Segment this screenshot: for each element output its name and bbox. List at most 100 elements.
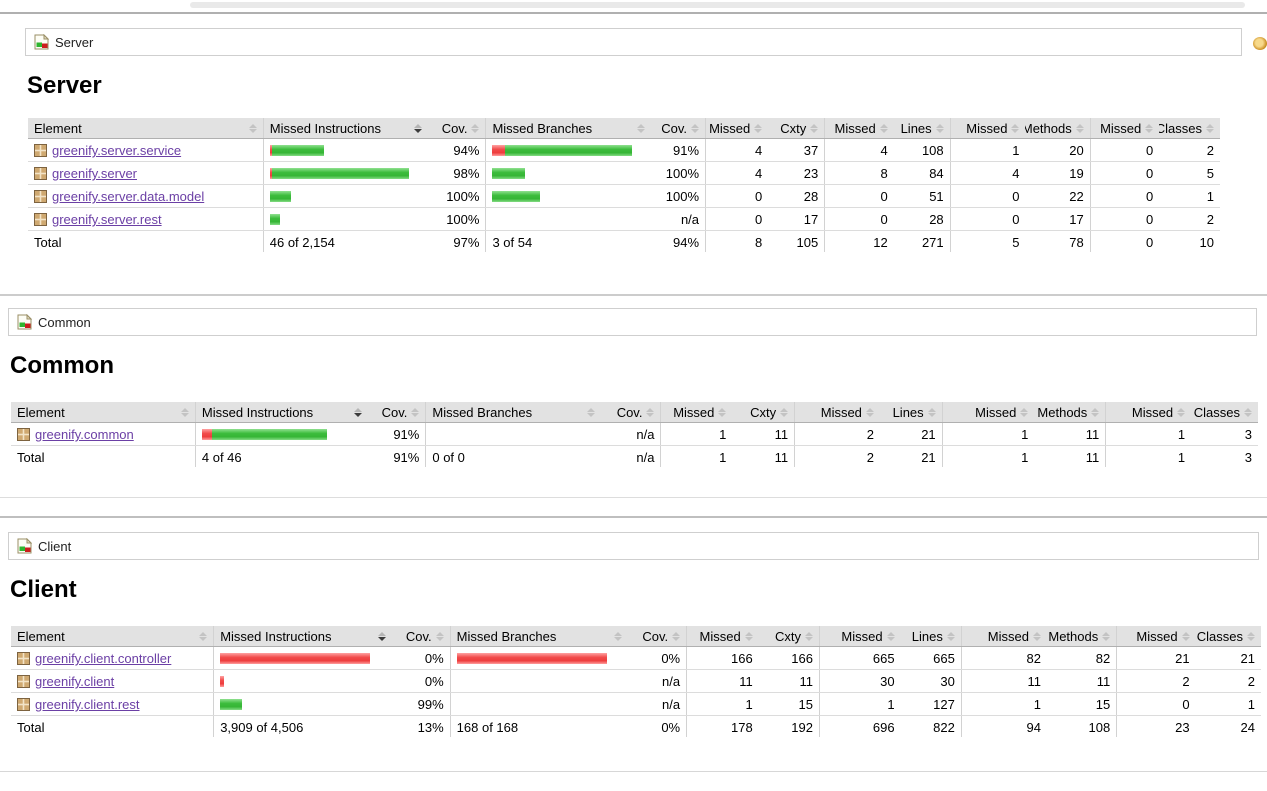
element-cell: greenify.client.rest (11, 692, 214, 716)
package-link[interactable]: greenify.client.controller (35, 651, 172, 666)
package-link[interactable]: greenify.client (35, 674, 115, 689)
column-header-missed[interactable]: Missed (1089, 118, 1160, 139)
sort-arrows-icon (1091, 407, 1100, 418)
column-header-label: Classes (1159, 121, 1202, 136)
column-header-missed[interactable]: Missed (794, 402, 880, 423)
package-icon (17, 675, 30, 688)
table-row: greenify.client 0% n/a 11 11 30 30 11 11 2 2 (11, 669, 1261, 693)
table-row: greenify.server.data.model 100% 100% 0 28 0 51… (28, 184, 1220, 208)
sort-arrows-icon (1177, 407, 1186, 418)
column-header-missed[interactable]: Missed (1116, 626, 1196, 647)
sort-arrows-icon (1011, 123, 1020, 134)
column-header-label: Lines (900, 121, 932, 136)
sort-arrows-icon (754, 123, 763, 134)
column-header-methods[interactable]: Methods (1034, 402, 1106, 423)
counter-cell: 30 (900, 669, 962, 693)
scrollbar-thumb[interactable] (190, 2, 1245, 8)
missed-instructions-cell (262, 207, 429, 231)
column-header-classes[interactable]: Classes (1195, 626, 1261, 647)
counter-cell: 82 (960, 646, 1047, 670)
branches-coverage-cell: 100% (651, 161, 706, 185)
counter-cell: 0 (705, 207, 769, 231)
counter-cell: 15 (1046, 692, 1117, 716)
column-header-classes[interactable]: Classes (1191, 402, 1258, 423)
column-header-cov-[interactable]: Cov. (651, 118, 706, 139)
column-header-lines[interactable]: Lines (879, 402, 943, 423)
column-header-classes[interactable]: Classes (1159, 118, 1220, 139)
counter-cell: 0 (1089, 207, 1160, 231)
bar-green-segment (271, 145, 324, 156)
column-header-cxty[interactable]: Cxty (732, 402, 795, 423)
sort-arrows-icon (377, 631, 386, 642)
counter-cell: 4 (949, 161, 1026, 185)
column-header-missed[interactable]: Missed (818, 626, 901, 647)
counter-cell: 0 (1089, 184, 1160, 208)
column-header-element[interactable]: Element (28, 118, 264, 139)
column-header-missed-branches[interactable]: Missed Branches (449, 626, 629, 647)
missed-branches-cell (449, 646, 629, 670)
branches-bar (492, 168, 645, 179)
counter-cell: 2 (794, 422, 880, 446)
missed-instructions-cell (213, 692, 392, 716)
total-counter-cell: 21 (921, 450, 936, 465)
column-header-label: Missed Branches (432, 405, 533, 420)
branches-bar (432, 429, 595, 440)
branches-coverage-cell: n/a (601, 422, 661, 446)
column-header-missed[interactable]: Missed (824, 118, 894, 139)
missed-instructions-cell (194, 422, 369, 446)
counter-cell: 28 (893, 207, 951, 231)
page-title: Server (27, 72, 102, 99)
column-header-methods[interactable]: Methods (1046, 626, 1117, 647)
column-header-missed-instructions[interactable]: Missed Instructions (213, 626, 392, 647)
column-header-cxty[interactable]: Cxty (768, 118, 825, 139)
counter-cell: 1 (686, 692, 759, 716)
column-header-missed[interactable]: Missed (960, 626, 1047, 647)
column-header-cov-[interactable]: Cov. (628, 626, 687, 647)
counter-cell: 17 (768, 207, 825, 231)
package-link[interactable]: greenify.server (52, 166, 138, 181)
column-header-lines[interactable]: Lines (900, 626, 962, 647)
column-header-missed[interactable]: Missed (686, 626, 759, 647)
column-header-missed-branches[interactable]: Missed Branches (425, 402, 602, 423)
column-header-cov-[interactable]: Cov. (368, 402, 426, 423)
total-counter-cell: 1 (941, 445, 1035, 467)
column-header-cov-[interactable]: Cov. (428, 118, 486, 139)
column-header-missed[interactable]: Missed (941, 402, 1035, 423)
counter-cell: 51 (893, 184, 951, 208)
bar-red-segment (269, 168, 272, 179)
column-header-missed[interactable]: Missed (1105, 402, 1192, 423)
column-header-cxty[interactable]: Cxty (758, 626, 820, 647)
total-instructions-cell: 4 of 46 (194, 445, 369, 467)
element-cell: greenify.server.service (28, 138, 264, 162)
column-header-element[interactable]: Element (11, 402, 196, 423)
column-header-missed[interactable]: Missed (705, 118, 769, 139)
column-header-missed[interactable]: Missed (660, 402, 733, 423)
column-header-lines[interactable]: Lines (893, 118, 951, 139)
instructions-bar (220, 653, 385, 664)
bar-green-segment (271, 168, 409, 179)
column-header-cov-[interactable]: Cov. (601, 402, 661, 423)
sort-arrows-icon (804, 631, 813, 642)
package-link[interactable]: greenify.common (35, 427, 134, 442)
breadcrumb: Client (8, 532, 1259, 560)
column-header-methods[interactable]: Methods (1025, 118, 1091, 139)
branches-bar (457, 699, 622, 710)
total-instructions-cell: 3,909 of 4,506 (213, 715, 392, 737)
total-counter-cell: 94 (960, 715, 1047, 737)
package-link[interactable]: greenify.server.rest (52, 212, 162, 227)
column-header-element[interactable]: Element (11, 626, 214, 647)
column-header-missed-branches[interactable]: Missed Branches (485, 118, 652, 139)
counter-cell: 127 (900, 692, 962, 716)
column-header-cov-[interactable]: Cov. (391, 626, 451, 647)
column-header-missed[interactable]: Missed (949, 118, 1026, 139)
column-header-label: Methods (1048, 629, 1099, 644)
column-header-missed-instructions[interactable]: Missed Instructions (194, 402, 369, 423)
package-link[interactable]: greenify.server.data.model (52, 189, 205, 204)
column-header-missed-instructions[interactable]: Missed Instructions (262, 118, 429, 139)
branches-bar (457, 676, 622, 687)
package-link[interactable]: greenify.server.service (52, 143, 182, 158)
package-link[interactable]: greenify.client.rest (35, 697, 140, 712)
session-icon[interactable] (1253, 37, 1267, 50)
total-label-cell: Total (17, 450, 45, 465)
counter-cell: 23 (768, 161, 825, 185)
